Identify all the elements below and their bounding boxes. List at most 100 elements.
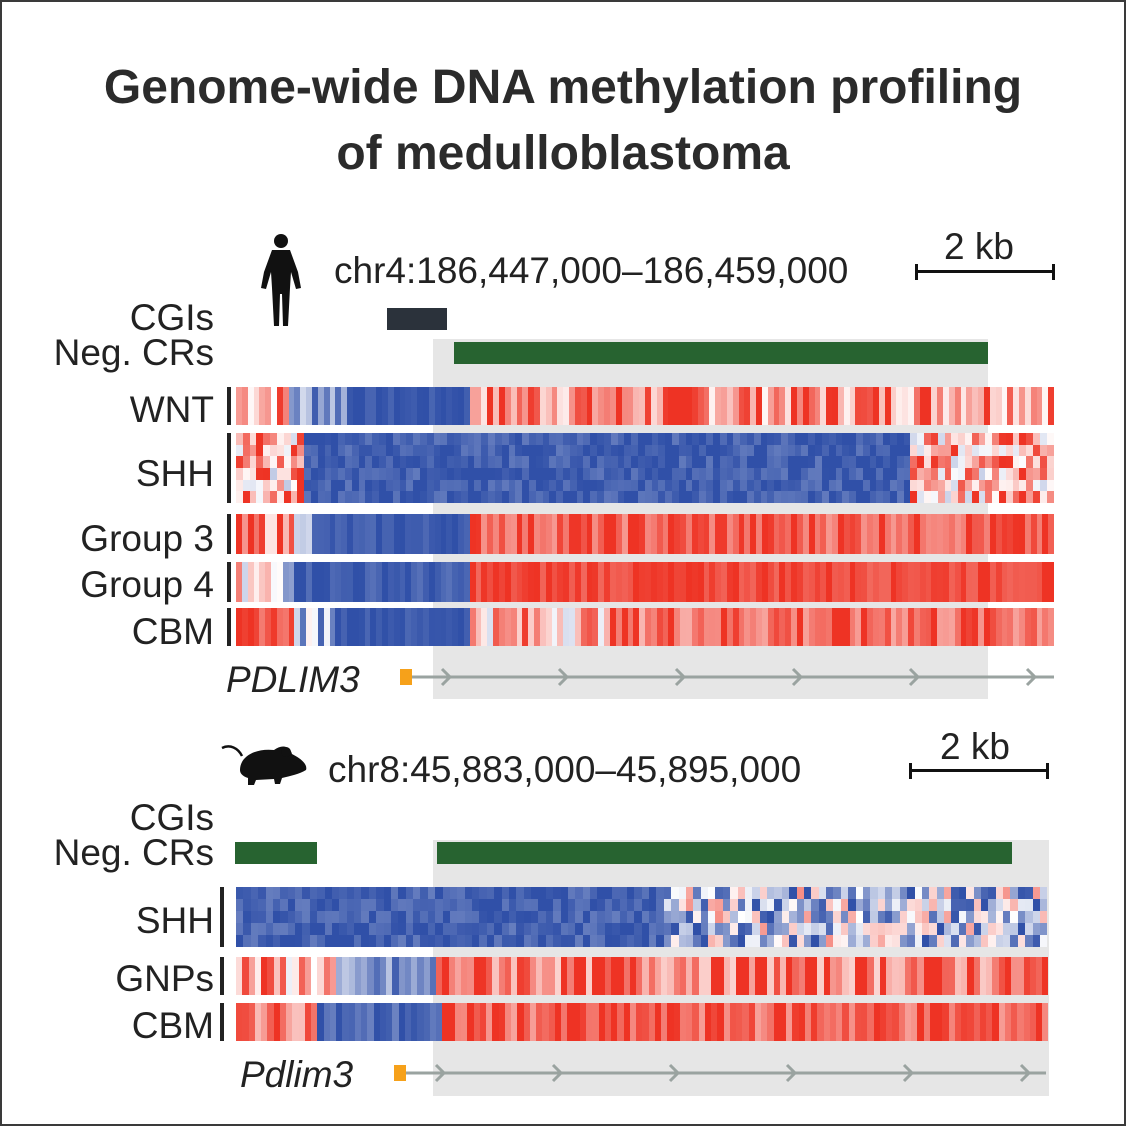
heatmap-cell	[1026, 468, 1034, 480]
heatmap-cell	[329, 1003, 336, 1041]
heatmap-cell	[309, 935, 318, 947]
heatmap-cell	[842, 1003, 849, 1041]
heatmap-cell	[531, 887, 539, 899]
heatmap-cell	[440, 562, 447, 602]
heatmap-cell	[426, 433, 434, 445]
heatmap-cell	[265, 608, 272, 646]
heatmap-cell	[849, 514, 856, 554]
heatmap-cell	[331, 444, 339, 457]
heatmap-cell	[399, 433, 407, 445]
heatmap-cell	[992, 957, 999, 995]
heatmap-cell	[382, 608, 388, 646]
heatmap-cell	[467, 456, 475, 469]
heatmap-cell	[796, 923, 804, 935]
heatmap-cell	[302, 911, 310, 923]
heatmap-cell	[1004, 1003, 1011, 1041]
heatmap-cell	[673, 1003, 680, 1041]
heatmap-cell	[253, 514, 260, 554]
heatmap-cell	[531, 935, 539, 947]
heatmap-cell	[773, 608, 780, 646]
heatmap-cell	[992, 444, 999, 457]
heatmap-cell	[869, 491, 877, 503]
heatmap-cell	[634, 923, 642, 935]
heatmap-cell	[826, 911, 834, 923]
heatmap-cell	[699, 433, 707, 445]
heatmap-cell	[706, 444, 713, 457]
heatmap-cell	[1019, 608, 1025, 646]
heatmap-cell	[523, 887, 531, 899]
heatmap-cell	[469, 514, 476, 554]
heatmap-cell	[597, 444, 604, 457]
heatmap-cell	[376, 887, 384, 899]
heatmap-cell	[597, 911, 605, 923]
heatmap-cell	[590, 444, 598, 457]
heatmap-cell	[236, 387, 242, 425]
heatmap-cell	[615, 562, 622, 602]
heatmap-cell	[746, 491, 754, 503]
heatmap-cell	[554, 1003, 561, 1041]
heatmap-cell	[617, 491, 625, 503]
heatmap-cell	[929, 887, 937, 899]
heatmap-cell	[590, 491, 598, 503]
heatmap-cell	[236, 935, 244, 947]
heatmap-cell	[626, 899, 635, 911]
heatmap-cell	[704, 957, 711, 995]
heatmap-cell	[1017, 899, 1026, 911]
heatmap-cell	[919, 514, 926, 554]
heatmap-cell	[406, 491, 414, 503]
heatmap-cell	[440, 491, 448, 503]
heatmap-cell	[597, 491, 604, 503]
heatmap-cell	[903, 444, 911, 457]
heatmap-cell	[590, 923, 598, 935]
heatmap-cell	[781, 479, 788, 492]
heatmap-cell	[658, 468, 666, 480]
heatmap-cell	[576, 468, 584, 480]
heatmap-cell	[767, 608, 774, 646]
heatmap-cell	[488, 479, 495, 492]
heatmap-cell	[744, 911, 753, 923]
heatmap-cell	[563, 456, 570, 469]
heatmap-cell	[742, 1003, 749, 1041]
heatmap-cell	[876, 433, 884, 445]
heatmap-cell	[937, 491, 945, 503]
heatmap-cell	[590, 468, 598, 480]
heatmap-cell	[644, 433, 652, 445]
heatmap-cell	[297, 468, 305, 480]
heatmap-cell	[931, 608, 938, 646]
heatmap-cell	[563, 444, 570, 457]
heatmap-cell	[428, 387, 435, 425]
heatmap-cell	[931, 514, 938, 554]
heatmap-cell	[461, 1003, 468, 1041]
heatmap-cell	[999, 491, 1006, 503]
heatmap-cell	[774, 491, 781, 503]
heatmap-cell	[597, 887, 605, 899]
heatmap-cell	[1012, 491, 1020, 503]
heatmap-cell	[995, 387, 1002, 425]
heatmap-cell	[426, 468, 434, 480]
heatmap-cell	[433, 456, 441, 469]
heatmap-cell	[753, 491, 761, 503]
heatmap-cell	[446, 562, 453, 602]
heatmap-cell	[250, 923, 259, 935]
heatmap-cell	[270, 456, 277, 469]
heatmap-cell	[914, 935, 922, 947]
heatmap-cell	[631, 468, 638, 480]
heatmap-cell	[995, 899, 1003, 911]
heatmap-cell	[442, 1003, 449, 1041]
heatmap-cell	[896, 468, 904, 480]
heatmap-cell	[405, 935, 413, 947]
heatmap-cell	[376, 911, 384, 923]
heatmap-cell	[820, 608, 827, 646]
heatmap-cell	[345, 491, 352, 503]
heatmap-cell	[1005, 491, 1013, 503]
heatmap-cell	[270, 479, 277, 492]
heatmap-cell	[663, 923, 672, 935]
heatmap-cell	[843, 562, 850, 602]
heatmap-cell	[886, 957, 893, 995]
heatmap-cell	[1017, 887, 1026, 899]
heatmap-cell	[261, 1003, 268, 1041]
heatmap-cell	[651, 444, 659, 457]
heatmap-cell	[627, 387, 634, 425]
heatmap-cell	[392, 491, 400, 503]
heatmap-cell	[297, 433, 305, 445]
